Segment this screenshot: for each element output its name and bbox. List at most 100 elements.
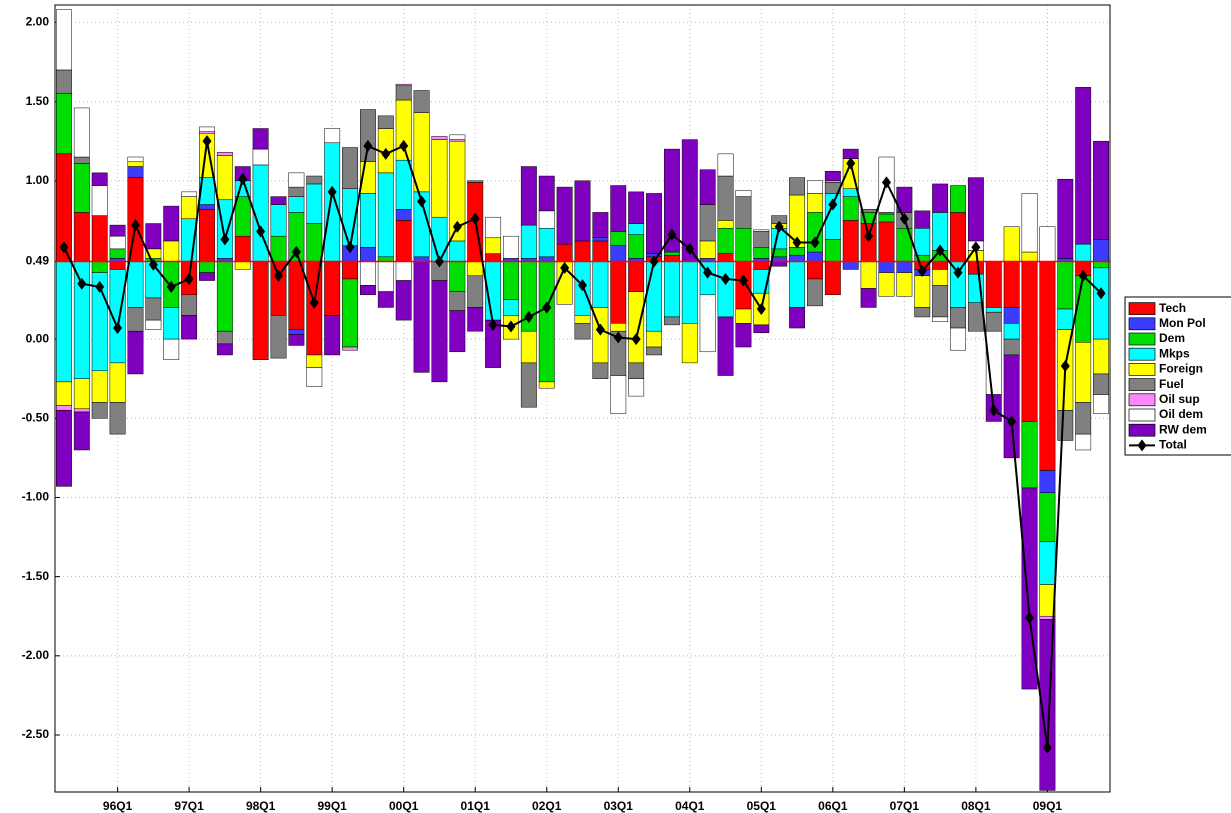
- bar-segment: [574, 180, 591, 242]
- bar-segment: [395, 83, 412, 87]
- total-marker: [756, 303, 766, 316]
- x-tick-label: 97Q1: [174, 799, 204, 813]
- bar-segment: [574, 240, 591, 262]
- x-tick-label: 07Q1: [890, 799, 920, 813]
- bar-segment: [985, 307, 1002, 313]
- bar-segment: [395, 261, 412, 281]
- bar-segment: [807, 261, 823, 280]
- bar-segment: [1093, 394, 1109, 414]
- bar-segment: [1021, 251, 1038, 262]
- total-marker: [828, 198, 838, 211]
- bar-segment: [431, 136, 448, 140]
- bar-segment: [628, 234, 645, 259]
- bar-segment: [1021, 421, 1038, 489]
- bar-segment: [431, 280, 448, 383]
- bar-segment: [56, 93, 72, 155]
- bar-segment: [1039, 470, 1056, 493]
- total-marker: [810, 236, 820, 249]
- bar-segment: [717, 316, 734, 376]
- bar-segment: [395, 220, 412, 262]
- bar-segment: [449, 240, 466, 262]
- total-marker: [184, 272, 194, 285]
- bar-segment: [1075, 243, 1092, 262]
- bar-segment: [413, 112, 430, 193]
- bar-segment: [1039, 261, 1056, 471]
- bar-segment: [1093, 373, 1109, 395]
- bar-segment: [467, 307, 484, 332]
- bar-segment: [520, 362, 537, 408]
- total-marker: [524, 310, 534, 323]
- bar-segment: [1075, 87, 1092, 245]
- bar-segment: [592, 362, 609, 379]
- bar-segment: [163, 205, 180, 242]
- total-marker: [309, 296, 319, 309]
- bar-segment: [789, 254, 806, 262]
- bar-segment: [342, 261, 358, 280]
- bar-segment: [91, 370, 108, 403]
- bar-segment: [342, 346, 358, 351]
- bar-segment: [56, 9, 72, 71]
- bar-segment: [628, 223, 645, 235]
- y-tick-label: -0.50: [22, 410, 50, 424]
- bar-segment: [538, 210, 555, 229]
- bar-segment: [234, 196, 251, 237]
- x-tick-label: 09Q1: [1033, 799, 1063, 813]
- bar-segment: [145, 319, 162, 330]
- bar-segment: [503, 261, 519, 300]
- bar-segment: [395, 85, 412, 101]
- bar-segment: [413, 261, 430, 373]
- x-tick-label: 08Q1: [961, 799, 991, 813]
- bar-segment: [646, 346, 662, 356]
- y-tick-label: 2.00: [26, 15, 50, 29]
- bar-segment: [288, 329, 305, 335]
- bar-segment: [1057, 261, 1074, 310]
- bar-segment: [628, 261, 645, 292]
- bar-segment: [789, 261, 806, 308]
- bar-segment: [1075, 402, 1092, 435]
- bar-segment: [878, 221, 895, 262]
- bar-segment: [324, 315, 341, 356]
- bar-segment: [252, 148, 269, 166]
- total-marker: [202, 135, 212, 148]
- bar-segment: [288, 196, 305, 213]
- bar-segment: [699, 204, 716, 242]
- bar-segment: [628, 378, 645, 397]
- bar-segment: [109, 224, 126, 237]
- bar-segment: [807, 251, 823, 262]
- legend-label: Fuel: [1159, 377, 1184, 391]
- bar-segment: [1093, 140, 1109, 240]
- bar-segment: [91, 261, 108, 273]
- total-marker: [774, 220, 784, 233]
- bar-segment: [1003, 307, 1020, 324]
- bar-segment: [717, 253, 734, 262]
- bar-segment: [735, 196, 752, 229]
- bar-segment: [270, 235, 287, 262]
- legend-label: Mon Pol: [1159, 316, 1206, 330]
- bar-segment: [610, 245, 627, 262]
- legend-swatch: [1128, 408, 1156, 422]
- bar-segment: [842, 220, 859, 262]
- bar-segment: [1039, 226, 1056, 262]
- legend-swatch: [1128, 363, 1156, 376]
- bar-segment: [234, 235, 251, 262]
- bar-segment: [1003, 261, 1020, 308]
- bar-segment: [592, 212, 609, 239]
- total-marker: [542, 301, 552, 314]
- bar-segment: [789, 307, 806, 329]
- total-marker: [1078, 269, 1088, 282]
- bar-segment: [145, 223, 162, 250]
- bar-segment: [914, 275, 931, 308]
- bar-segment: [73, 156, 90, 164]
- bar-segment: [1057, 308, 1074, 330]
- y-tick-label: 0.49: [26, 254, 50, 268]
- y-tick-label: -1.00: [22, 490, 50, 504]
- bar-segment: [610, 261, 627, 324]
- total-marker: [345, 241, 355, 254]
- legend-swatch: [1128, 378, 1156, 391]
- y-tick-label: -1.50: [22, 569, 50, 583]
- bar-segment: [681, 261, 698, 324]
- bar-segment: [56, 410, 72, 487]
- bar-segment: [807, 278, 823, 307]
- bar-segment: [592, 261, 609, 308]
